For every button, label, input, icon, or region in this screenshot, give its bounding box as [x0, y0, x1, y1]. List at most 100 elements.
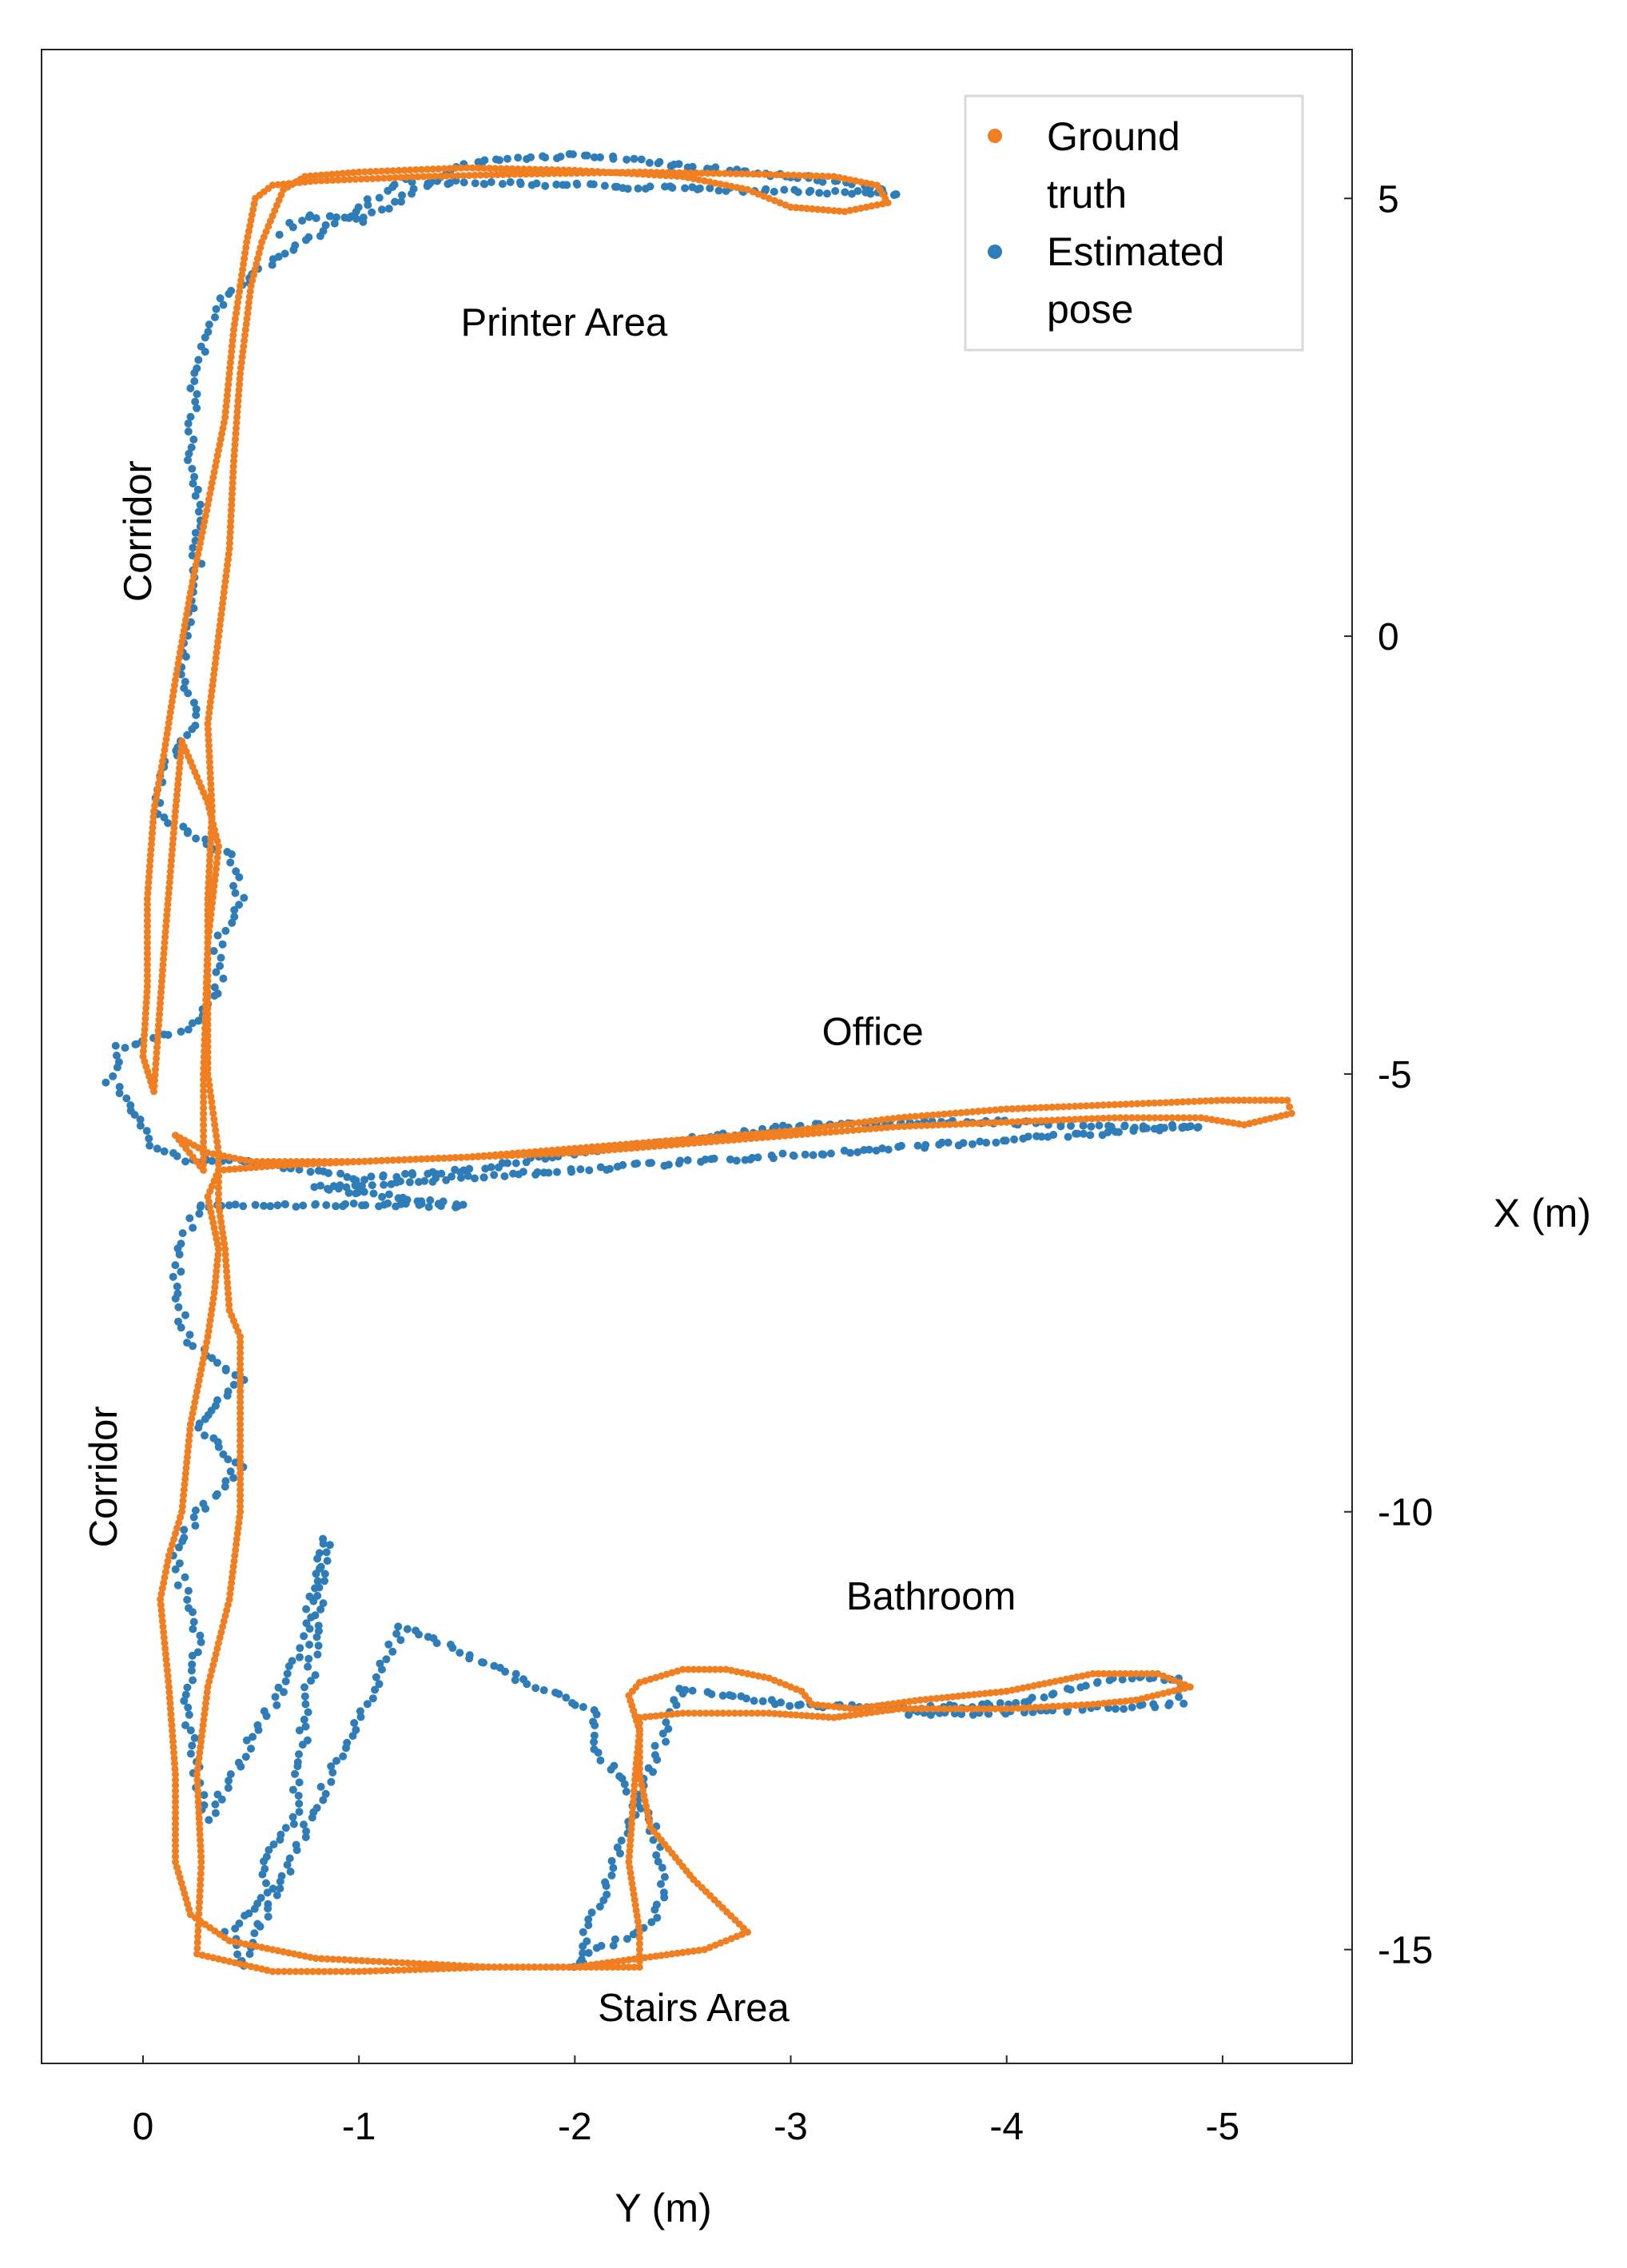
data-point	[210, 992, 219, 1000]
data-point	[855, 1119, 863, 1127]
data-point	[591, 169, 598, 177]
data-point	[708, 1709, 715, 1717]
data-point	[471, 179, 479, 188]
data-point	[946, 1120, 954, 1128]
data-point	[200, 1132, 208, 1140]
data-point	[639, 1144, 647, 1152]
data-point	[673, 1140, 681, 1148]
data-point	[143, 901, 151, 909]
data-point	[807, 172, 815, 180]
data-point	[219, 300, 228, 309]
data-point	[212, 968, 221, 977]
data-point	[868, 1703, 876, 1710]
data-point	[635, 1753, 643, 1761]
data-point	[181, 621, 189, 629]
data-point	[488, 171, 495, 179]
data-point	[849, 1126, 857, 1134]
data-point	[221, 1239, 229, 1247]
data-point	[164, 819, 173, 827]
data-point	[906, 1113, 914, 1120]
data-point	[1025, 1117, 1033, 1125]
data-point	[171, 1760, 178, 1768]
data-point	[468, 1153, 476, 1161]
data-point	[629, 1885, 637, 1893]
data-point	[235, 392, 242, 400]
data-point	[320, 1577, 328, 1586]
data-point	[1095, 1121, 1104, 1130]
data-point	[1156, 1099, 1164, 1107]
data-point	[1162, 1099, 1170, 1107]
data-point	[214, 1144, 222, 1151]
data-point	[1105, 1699, 1113, 1707]
data-point	[826, 1128, 834, 1136]
data-point	[225, 550, 233, 558]
data-point	[302, 236, 310, 245]
data-point	[1032, 1703, 1040, 1711]
data-point	[613, 169, 621, 177]
data-point	[136, 1121, 145, 1130]
data-point	[519, 1964, 527, 1971]
data-point	[301, 178, 309, 186]
data-point	[168, 698, 176, 706]
data-point	[205, 730, 213, 738]
data-point	[969, 1710, 977, 1719]
data-point	[384, 1190, 393, 1199]
data-point	[637, 155, 646, 164]
data-point	[172, 1814, 179, 1822]
data-point	[311, 1611, 320, 1620]
data-point	[507, 1964, 515, 1971]
data-point	[500, 1172, 509, 1180]
data-point	[660, 1872, 669, 1881]
data-point	[1025, 1104, 1033, 1112]
data-point	[702, 1138, 710, 1146]
data-point	[212, 463, 219, 471]
data-point	[211, 877, 219, 885]
data-point	[380, 174, 388, 182]
data-point	[1013, 1685, 1021, 1693]
data-point	[204, 1021, 212, 1029]
data-point	[160, 1628, 168, 1636]
data-point	[748, 1709, 756, 1717]
data-point	[204, 922, 212, 930]
data-point	[830, 173, 838, 181]
data-point	[182, 1464, 190, 1472]
legend-label-ground-truth: Ground truth	[1047, 114, 1191, 217]
data-point	[161, 1568, 169, 1576]
data-point	[531, 1151, 539, 1158]
data-point	[229, 468, 237, 476]
data-point	[196, 1631, 205, 1640]
data-point	[201, 1349, 209, 1357]
data-point	[220, 419, 228, 427]
data-point	[857, 1704, 865, 1712]
data-point	[1191, 1114, 1199, 1122]
data-point	[159, 758, 166, 765]
data-point	[357, 175, 365, 183]
data-point	[237, 1156, 245, 1164]
data-point	[231, 1924, 240, 1933]
data-point	[169, 846, 177, 853]
data-point	[340, 213, 349, 222]
data-point	[177, 1267, 185, 1276]
data-point	[181, 1470, 189, 1478]
data-point	[152, 1060, 160, 1068]
data-point	[250, 1929, 259, 1938]
y-tick-label: 0	[1378, 616, 1399, 659]
data-point	[596, 1756, 605, 1765]
data-point	[208, 807, 216, 815]
data-point	[193, 1950, 201, 1958]
data-point	[228, 501, 236, 509]
data-point	[231, 1200, 240, 1209]
data-point	[889, 1700, 897, 1708]
data-point	[338, 1968, 346, 1976]
data-point	[583, 1148, 591, 1156]
data-point	[1087, 1122, 1096, 1131]
data-point	[153, 1044, 161, 1052]
data-point	[372, 1673, 380, 1681]
data-point	[349, 1968, 357, 1976]
data-point	[360, 168, 368, 176]
data-point	[1067, 1121, 1075, 1130]
data-point	[225, 1153, 233, 1161]
data-point	[401, 1169, 410, 1178]
data-point	[161, 939, 169, 947]
data-point	[226, 1590, 234, 1598]
